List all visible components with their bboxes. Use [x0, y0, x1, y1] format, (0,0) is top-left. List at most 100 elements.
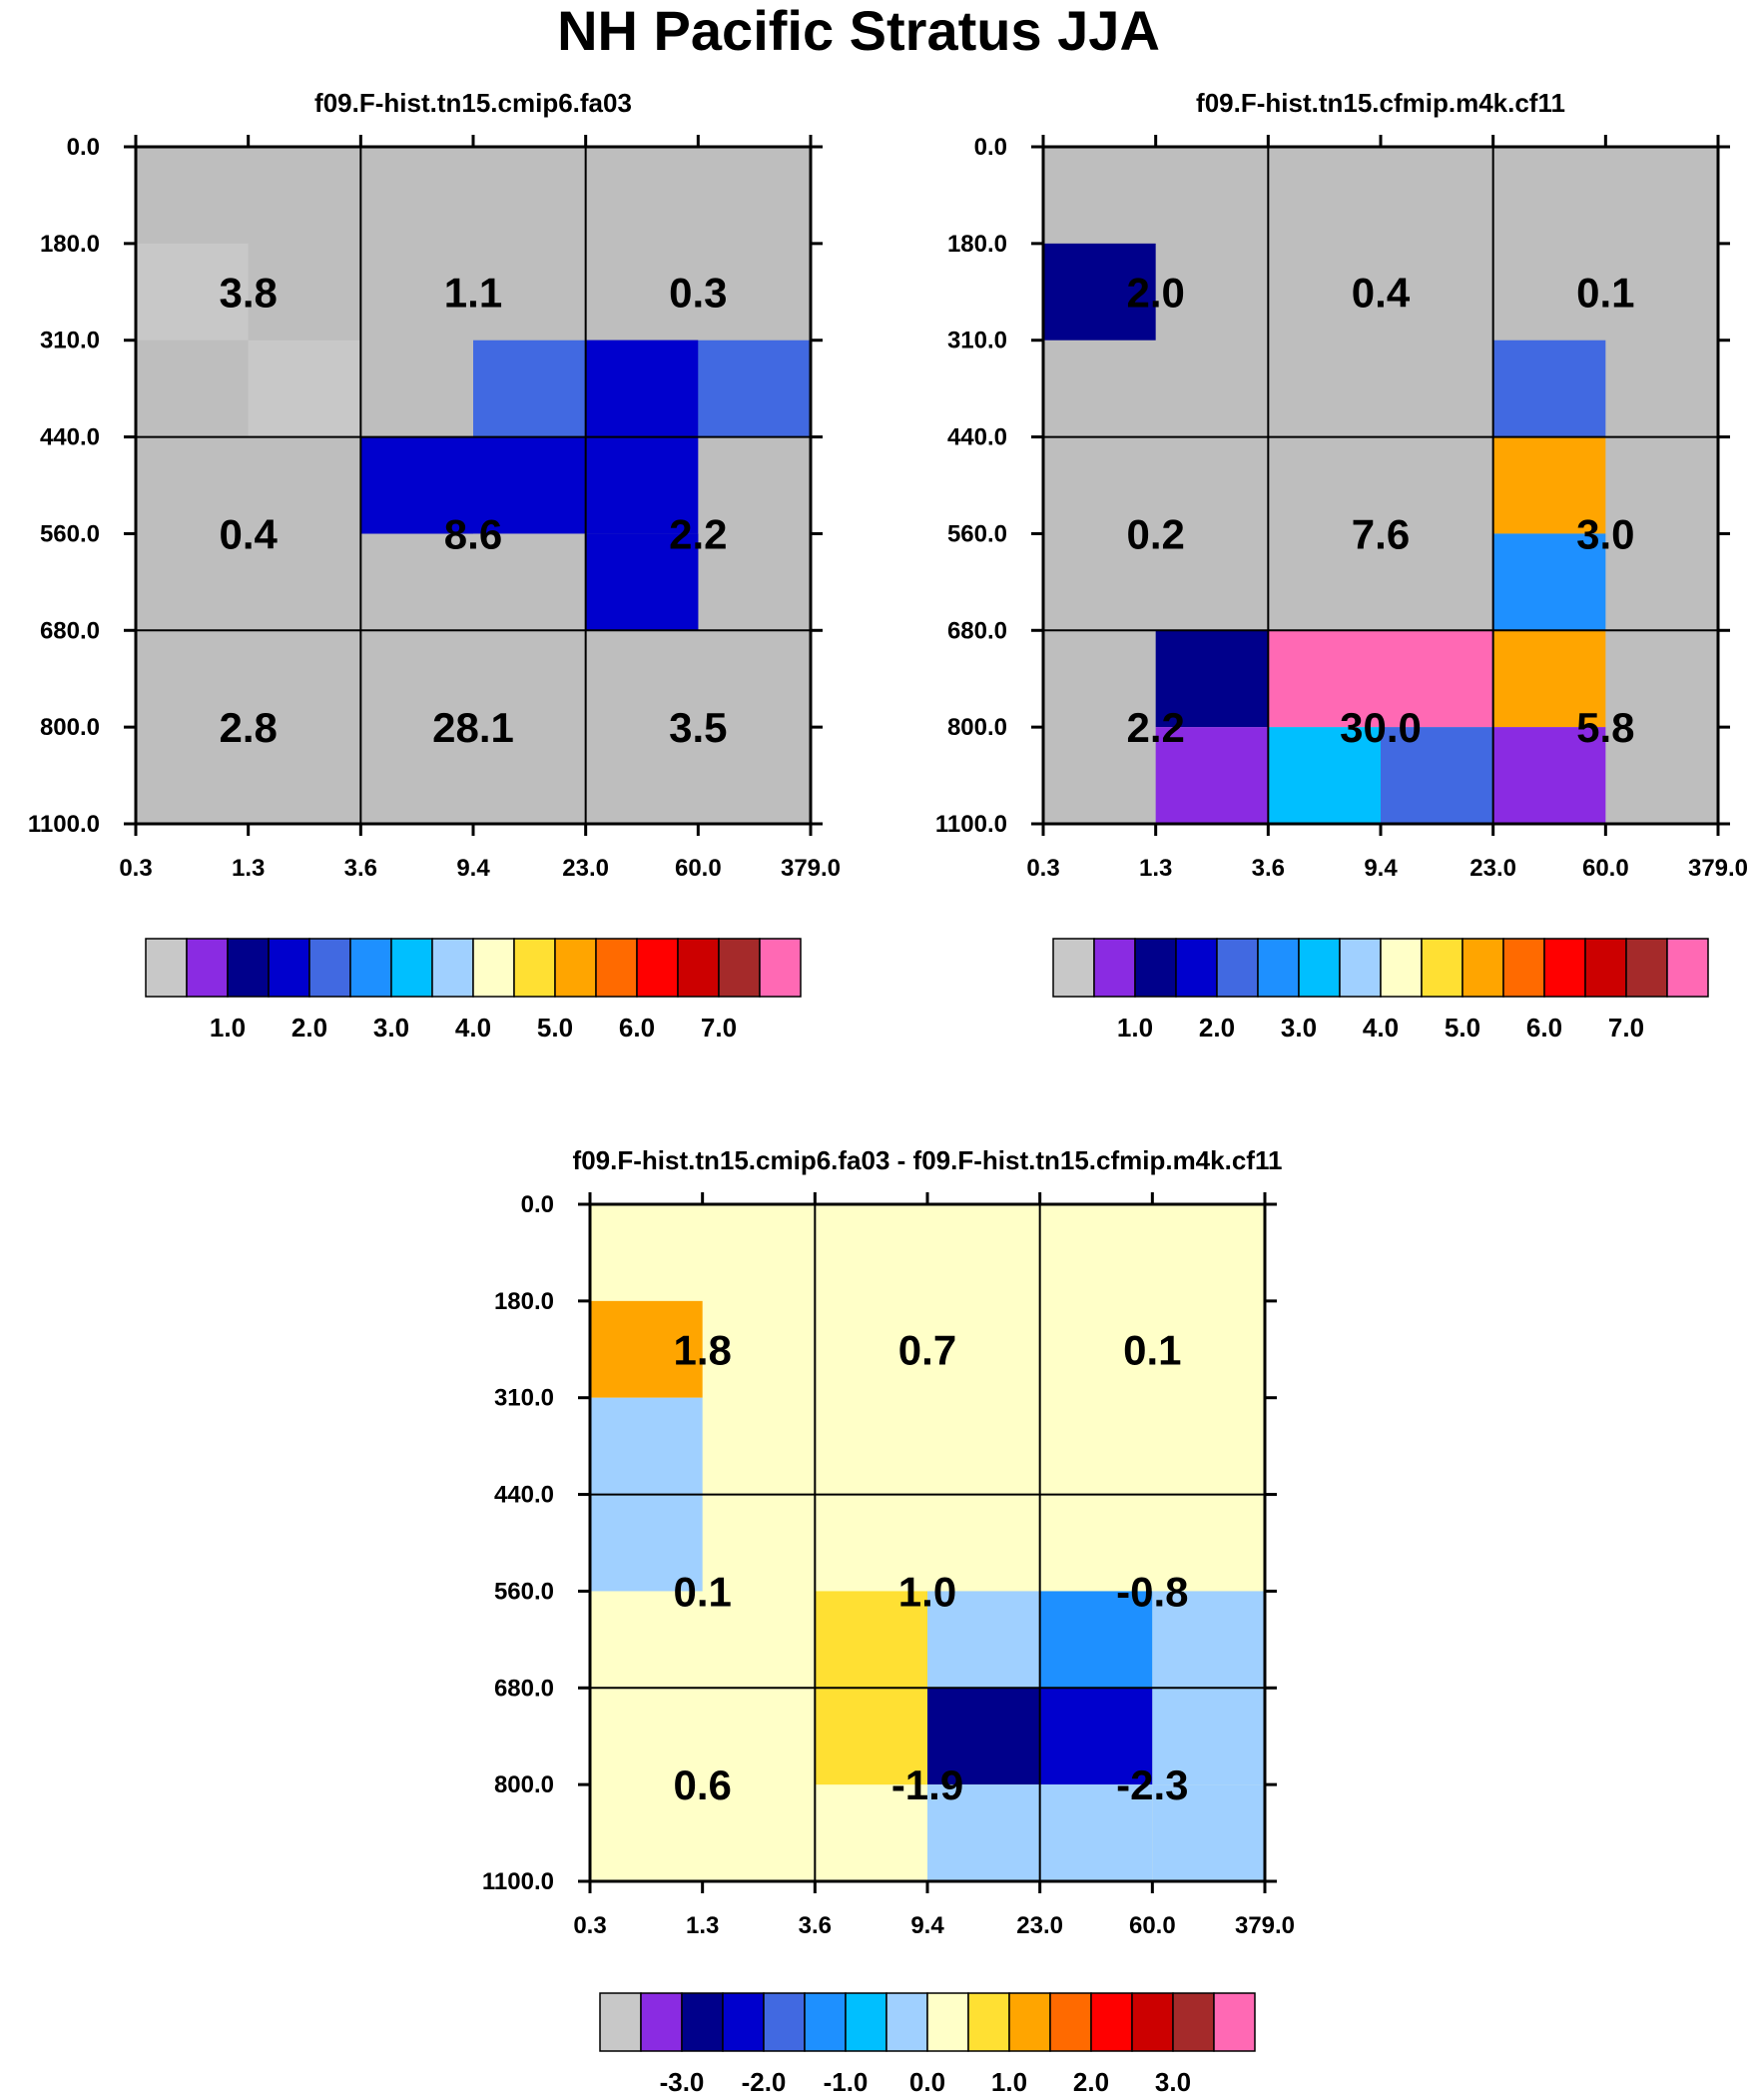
box-value: 8.6 — [444, 510, 502, 557]
box-value: 0.6 — [673, 1761, 731, 1808]
y-tick-label: 180.0 — [494, 1288, 554, 1315]
y-tick-label: 680.0 — [494, 1675, 554, 1702]
data-cell — [1492, 340, 1606, 437]
colorbar-label: 4.0 — [1363, 1013, 1399, 1043]
colorbar-swatch — [681, 1992, 724, 2052]
x-tick-label: 9.4 — [910, 1912, 944, 1939]
data-cell — [698, 340, 811, 437]
colorbar-swatch — [390, 938, 433, 998]
panel-1: f09.F-hist.tn15.cmip6.fa03 0.3 1.3 3.6 9.4 23… — [28, 88, 841, 1043]
colorbar: -3.0 -2.0 -1.0 0.0 1.0 2.0 3.0 — [599, 1992, 1256, 2097]
colorbar: 1.0 2.0 3.0 4.0 5.0 6.0 7.0 — [145, 938, 802, 1043]
x-tick-label: 23.0 — [1469, 855, 1516, 882]
y-tick-label: 310.0 — [494, 1385, 554, 1412]
x-tick-label: 9.4 — [456, 855, 490, 882]
y-tick-label: 680.0 — [40, 617, 100, 644]
x-tick-label: 23.0 — [562, 855, 609, 882]
data-cell — [1039, 1591, 1153, 1689]
data-cell — [590, 1397, 703, 1495]
x-tick-label: 3.6 — [344, 855, 377, 882]
colorbar-swatch — [885, 1992, 928, 2052]
y-tick-label: 1100.0 — [935, 811, 1007, 838]
colorbar-swatch — [677, 938, 720, 998]
data-cell — [590, 1494, 703, 1592]
colorbar-label: 3.0 — [1155, 2067, 1191, 2097]
box-value: -2.3 — [1116, 1761, 1188, 1808]
data-cell — [1152, 1688, 1265, 1785]
colorbar-label: 4.0 — [455, 1013, 491, 1043]
box-value: 7.6 — [1352, 510, 1410, 557]
box-value: 0.1 — [1123, 1326, 1181, 1373]
data-cell — [585, 533, 699, 631]
data-cell — [1039, 1688, 1153, 1785]
data-cell — [1152, 1591, 1265, 1689]
colorbar-swatch — [722, 1992, 765, 2052]
data-cell — [815, 1688, 927, 1785]
x-tick-label: 3.6 — [799, 1912, 832, 1939]
y-tick-label: 440.0 — [494, 1482, 554, 1509]
x-tick-label: 0.3 — [1026, 855, 1059, 882]
colorbar: 1.0 2.0 3.0 4.0 5.0 6.0 7.0 — [1052, 938, 1709, 1043]
data-cell — [1492, 436, 1606, 534]
data-cell — [927, 1688, 1040, 1785]
panel-title: f09.F-hist.tn15.cfmip.m4k.cf11 — [1196, 88, 1565, 118]
colorbar-swatch — [1298, 938, 1341, 998]
data-cell — [1155, 630, 1269, 728]
colorbar-label: 3.0 — [1281, 1013, 1317, 1043]
colorbar-swatch — [1625, 938, 1668, 998]
y-tick-label: 310.0 — [947, 328, 1007, 354]
y-tick-label: 800.0 — [40, 714, 100, 741]
colorbar-swatch — [1090, 1992, 1133, 2052]
data-cell — [585, 340, 699, 437]
data-cell — [248, 340, 361, 437]
y-tick-label: 440.0 — [947, 424, 1007, 451]
colorbar-swatch — [595, 938, 638, 998]
data-cell — [927, 1784, 1040, 1881]
colorbar-swatch — [513, 938, 556, 998]
data-cell — [1155, 727, 1269, 824]
data-cell — [1492, 533, 1606, 631]
box-value: 3.8 — [219, 269, 277, 316]
box-value: -1.9 — [891, 1761, 963, 1808]
colorbar-swatch — [472, 938, 515, 998]
colorbar-swatch — [1543, 938, 1586, 998]
main-title: NH Pacific Stratus JJA — [557, 0, 1160, 62]
colorbar-swatch — [1339, 938, 1382, 998]
colorbar-swatch — [1380, 938, 1423, 998]
colorbar-swatch — [186, 938, 229, 998]
colorbar-swatch — [308, 938, 351, 998]
data-cell — [1268, 630, 1381, 728]
colorbar-swatch — [636, 938, 679, 998]
colorbar-swatch — [804, 1992, 847, 2052]
data-cell — [590, 1300, 703, 1398]
colorbar-label: -2.0 — [742, 2067, 787, 2097]
colorbar-label: 7.0 — [701, 1013, 737, 1043]
colorbar-label: 5.0 — [1445, 1013, 1480, 1043]
colorbar-label: 3.0 — [373, 1013, 409, 1043]
box-value: 30.0 — [1340, 704, 1422, 751]
colorbar-swatch — [1131, 1992, 1174, 2052]
colorbar-swatch — [431, 938, 474, 998]
colorbar-swatch — [554, 938, 597, 998]
colorbar-label: 7.0 — [1608, 1013, 1644, 1043]
box-value: 3.0 — [1576, 510, 1634, 557]
y-tick-label: 560.0 — [947, 520, 1007, 547]
colorbar-label: 1.0 — [1117, 1013, 1153, 1043]
box-value: 0.1 — [1576, 269, 1634, 316]
x-tick-label: 1.3 — [232, 855, 265, 882]
data-cell — [1381, 630, 1493, 728]
y-tick-label: 1100.0 — [482, 1868, 554, 1895]
box-value: 2.0 — [1126, 269, 1184, 316]
box-value: 0.7 — [898, 1326, 956, 1373]
y-tick-label: 800.0 — [947, 714, 1007, 741]
data-cell — [927, 1591, 1040, 1689]
y-tick-label: 1100.0 — [28, 811, 100, 838]
y-tick-label: 310.0 — [40, 328, 100, 354]
data-cell — [473, 436, 586, 534]
x-tick-label: 1.3 — [686, 1912, 719, 1939]
colorbar-label: 6.0 — [1526, 1013, 1562, 1043]
x-tick-label: 60.0 — [1582, 855, 1629, 882]
colorbar-swatch — [926, 1992, 969, 2052]
colorbar-swatch — [1052, 938, 1095, 998]
